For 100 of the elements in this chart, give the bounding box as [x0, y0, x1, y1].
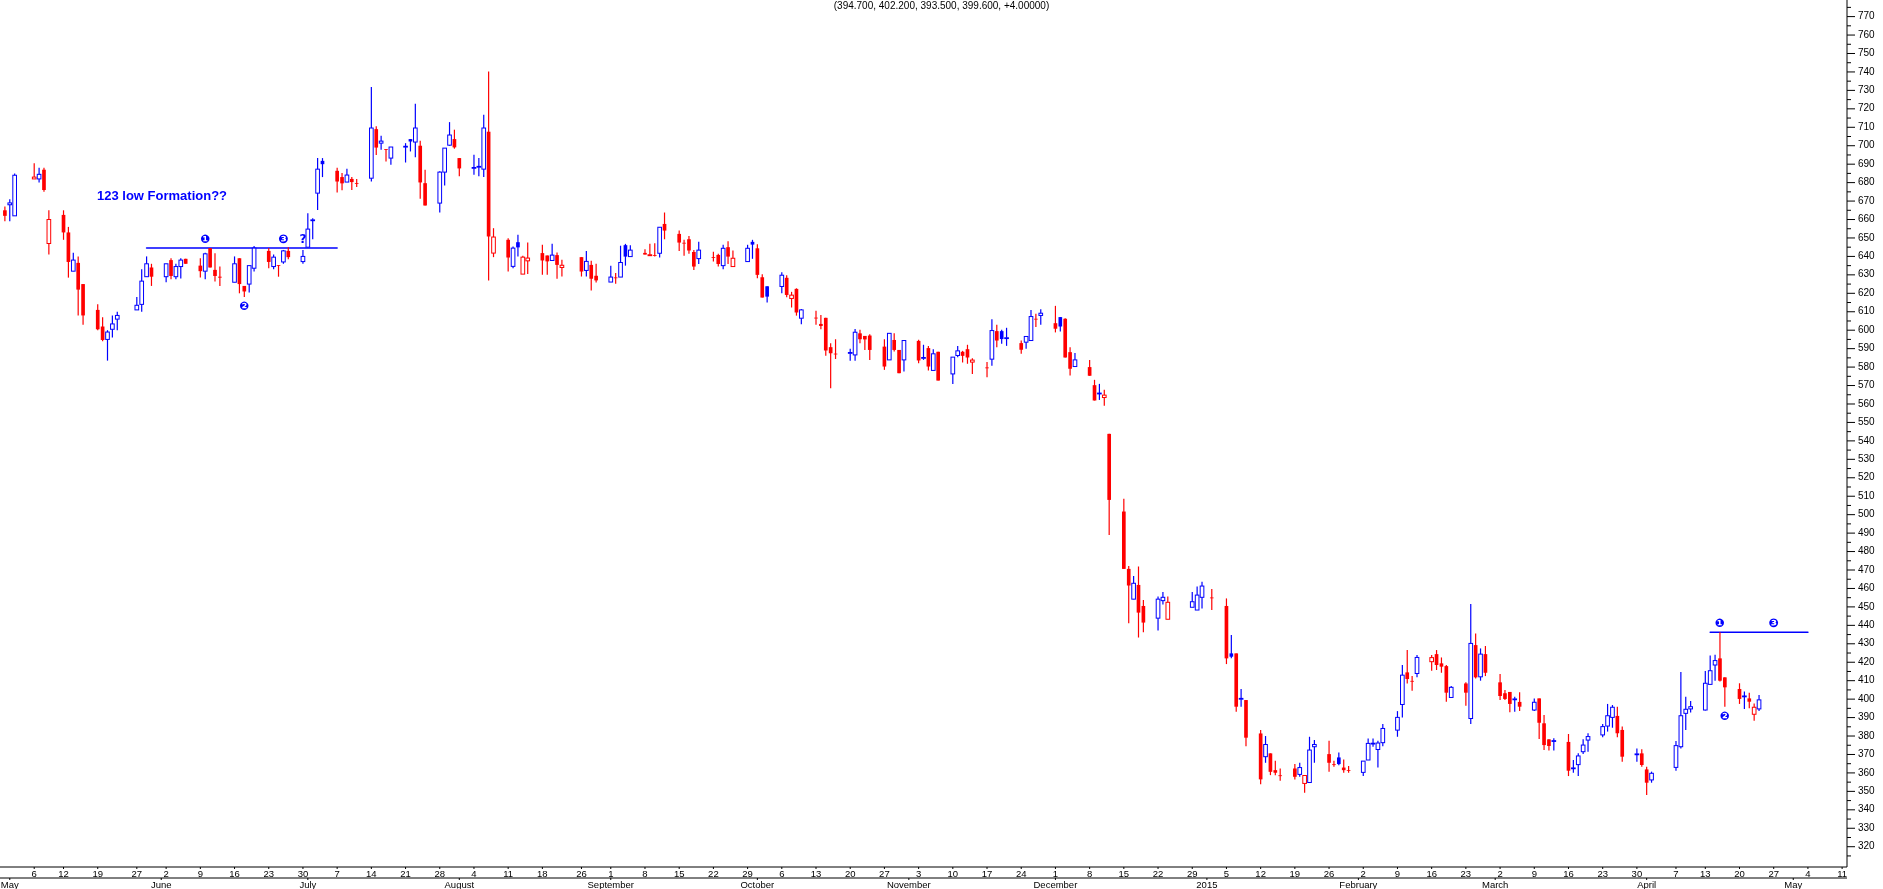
y-tick-label: 490	[1858, 526, 1876, 538]
x-tick-label: 27	[1768, 867, 1779, 879]
candlestick	[169, 257, 173, 280]
y-tick-label: 670	[1858, 194, 1876, 206]
x-tick-label: 23	[1597, 867, 1608, 879]
candlestick	[545, 254, 550, 276]
candlestick	[867, 333, 872, 361]
x-tick-label: 19	[1289, 867, 1301, 879]
y-tick-label: 700	[1858, 139, 1876, 151]
x-tick-label: 26	[1323, 867, 1335, 879]
candlestick	[202, 252, 208, 280]
candlestick	[310, 217, 316, 240]
x-tick-label: 3	[915, 867, 922, 879]
candlestick	[1209, 588, 1214, 611]
candlestick	[1575, 752, 1581, 777]
x-tick-label: 26	[576, 867, 587, 879]
candlestick	[384, 148, 388, 163]
y-tick-label: 440	[1858, 618, 1876, 630]
y-tick-label: 430	[1858, 637, 1876, 649]
candlestick	[1053, 305, 1058, 334]
y-tick-label: 390	[1858, 711, 1876, 723]
x-tick-label: 17	[981, 867, 993, 879]
candlestick	[46, 209, 52, 256]
candlestick	[852, 328, 858, 362]
candlestick	[218, 265, 222, 287]
y-tick-label: 690	[1858, 157, 1876, 169]
y-tick-label: 400	[1858, 692, 1876, 704]
candlestick	[1126, 565, 1131, 624]
annotation: ❸	[1768, 615, 1779, 630]
x-tick-label: 21	[400, 867, 411, 879]
x-tick-label: 15	[673, 867, 685, 879]
annotation: ?	[299, 231, 307, 246]
annotation: ❸	[278, 231, 289, 246]
candlestick	[1165, 595, 1171, 620]
x-tick-label: 12	[1255, 867, 1266, 879]
x-tick-label: 1	[1052, 867, 1059, 879]
x-tick-label: 5	[1223, 867, 1230, 879]
candlestick	[901, 339, 907, 373]
y-tick-label: 450	[1858, 600, 1876, 612]
x-tick-label: 22	[708, 867, 719, 879]
y-tick-label: 640	[1858, 250, 1876, 262]
x-tick-label: 6	[31, 867, 37, 879]
x-tick-label: 16	[229, 867, 240, 879]
annotation: 123 low Formation??	[97, 188, 228, 203]
candlestick	[378, 135, 384, 151]
y-tick-label: 330	[1858, 821, 1876, 833]
candlestick	[144, 255, 149, 278]
candlestick	[266, 247, 271, 269]
candlestick	[1327, 740, 1331, 773]
candlestick	[1478, 647, 1483, 682]
y-tick-label: 570	[1858, 379, 1876, 391]
y-tick-label: 340	[1858, 803, 1876, 815]
x-tick-label: 1	[608, 867, 614, 879]
annotation: ❷	[1719, 709, 1730, 724]
y-tick-label: 370	[1858, 748, 1876, 760]
candlestick	[1034, 313, 1038, 328]
x-tick-label: 29	[742, 867, 753, 879]
x-tick-label: 20	[1734, 867, 1745, 879]
x-tick-label: 27	[879, 867, 890, 879]
y-tick-label: 550	[1858, 416, 1876, 428]
candlestick	[506, 237, 510, 273]
candlestick	[1199, 581, 1205, 609]
candlestick	[139, 268, 145, 313]
candlestick	[892, 332, 897, 353]
y-tick-label: 660	[1858, 213, 1876, 225]
candlestick	[1312, 739, 1317, 764]
y-tick-label: 360	[1858, 766, 1876, 778]
x-tick-label: 29	[1186, 867, 1198, 879]
y-tick-label: 460	[1858, 582, 1876, 594]
y-tick-label: 420	[1858, 655, 1876, 667]
y-tick-label: 510	[1858, 489, 1876, 501]
y-tick-label: 590	[1858, 342, 1876, 354]
candlestick	[1405, 649, 1410, 685]
candlestick	[110, 314, 115, 339]
candlestick	[1229, 634, 1234, 659]
candlestick	[36, 167, 42, 184]
y-tick-label: 580	[1858, 360, 1876, 372]
x-tick-label: 20	[844, 867, 856, 879]
x-tick-label: 30	[297, 867, 309, 879]
x-tick-label: 30	[1631, 867, 1643, 879]
x-tick-label: 6	[779, 867, 785, 879]
x-tick-label: 22	[1152, 867, 1164, 879]
x-tick-label: 13	[1700, 867, 1711, 879]
candlestick	[692, 249, 696, 271]
candlestick	[1332, 760, 1336, 768]
candlestick	[457, 157, 462, 177]
x-tick-label: 19	[92, 867, 104, 879]
candlestick	[42, 167, 46, 193]
candlestick	[677, 229, 682, 252]
candlestick	[1194, 586, 1200, 611]
x-tick-label: 8	[1086, 867, 1093, 879]
y-tick-label: 620	[1858, 286, 1876, 298]
y-tick-label: 600	[1858, 323, 1876, 335]
x-tick-label: 7	[1673, 867, 1679, 879]
candlestick	[374, 125, 379, 156]
candlestick	[994, 324, 999, 348]
y-tick-label: 680	[1858, 176, 1876, 188]
x-tick-label: 14	[366, 867, 377, 879]
y-tick-label: 740	[1858, 65, 1876, 77]
annotation: ❷	[239, 299, 250, 314]
